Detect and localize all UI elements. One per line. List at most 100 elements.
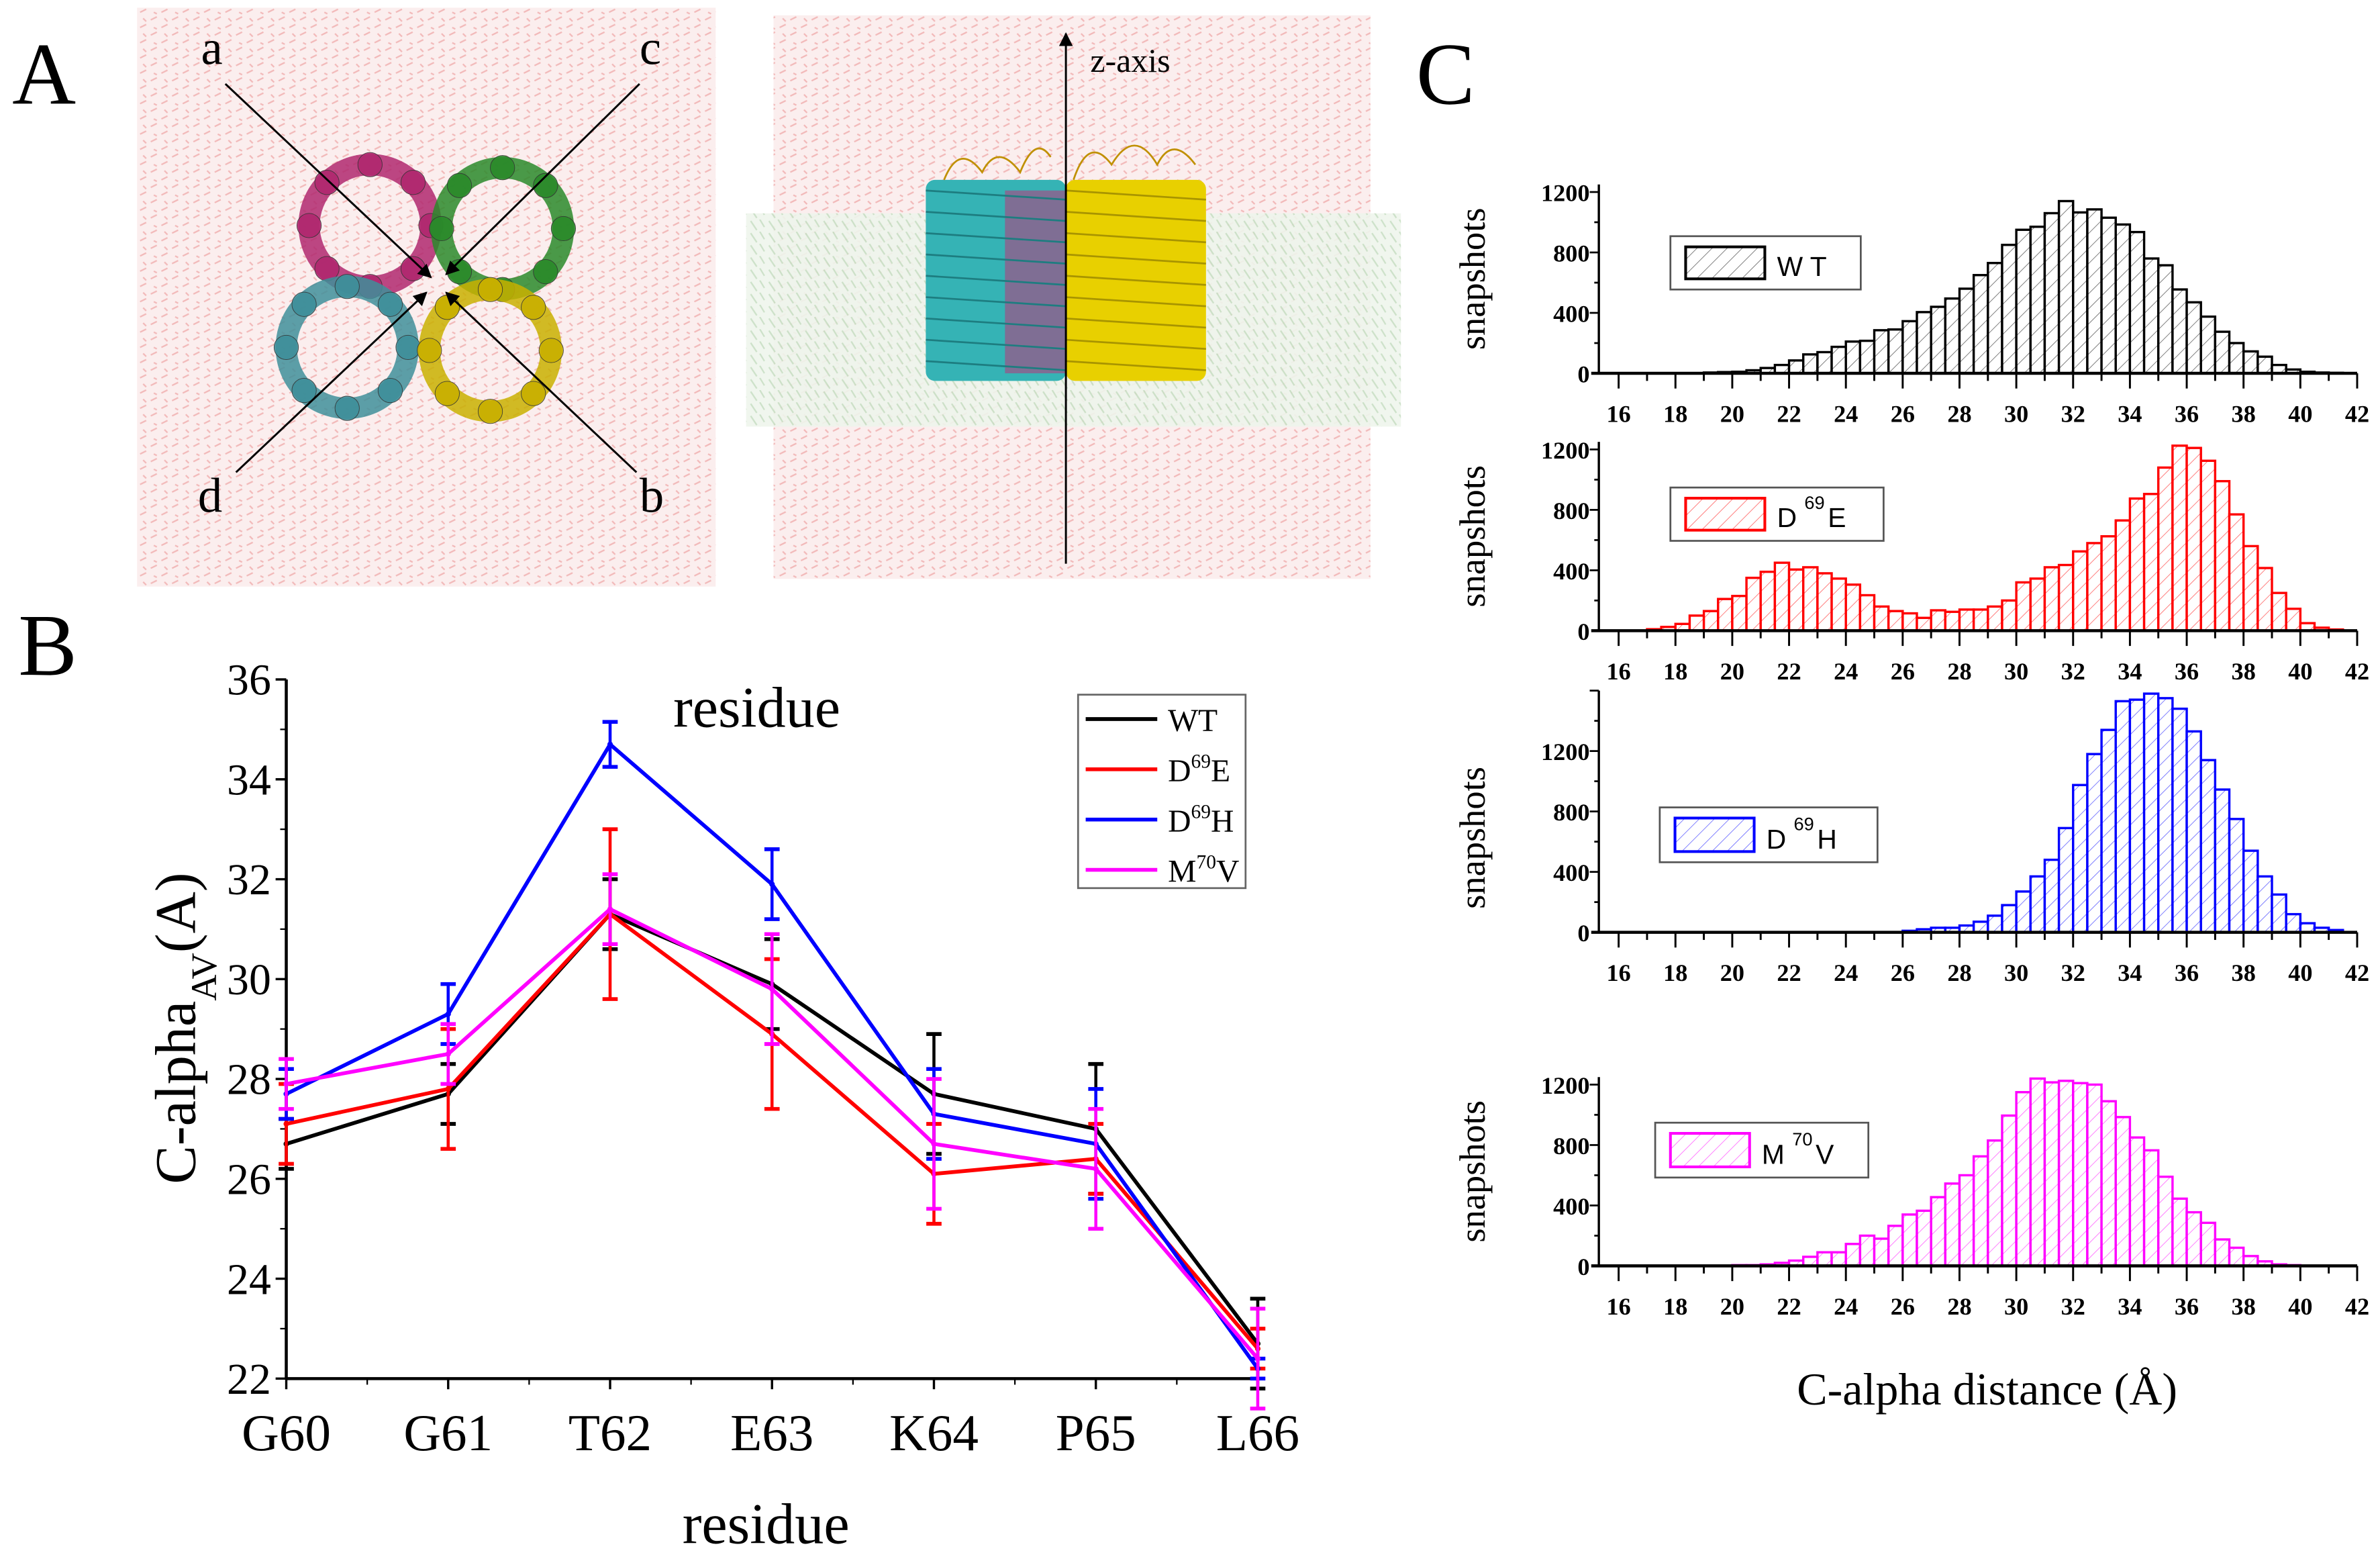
helix-stripe <box>926 232 1067 244</box>
histogram-bar <box>1787 568 1805 632</box>
histogram-bar <box>2015 228 2032 375</box>
histogram-bar <box>1916 311 1932 375</box>
histogram-bar <box>1901 612 1918 632</box>
legend-swatch <box>1684 496 1767 532</box>
x-tick-label: E63 <box>730 1404 813 1462</box>
histogram-bar <box>2015 890 2032 934</box>
y-tick-label: 32 <box>227 855 271 904</box>
x-tick-label: 26 <box>1891 959 1915 986</box>
histogram-bar <box>2128 230 2146 375</box>
histogram-bar <box>2142 1149 2160 1268</box>
x-tick-label: K64 <box>889 1404 979 1462</box>
legend-item-D69E: D69E <box>1085 751 1230 789</box>
legend-D69E: D 69 E <box>1669 486 1885 542</box>
histogram-bar <box>2029 577 2046 632</box>
chain-teal-subunit <box>273 274 421 421</box>
y-tick-label: 36 <box>227 656 271 705</box>
helix <box>395 334 421 361</box>
histogram-bar <box>2171 288 2188 375</box>
histogram-bar <box>2214 330 2231 375</box>
histogram-bar <box>1944 297 1961 375</box>
helix-stripe <box>926 317 1067 329</box>
x-tick-label: 30 <box>2004 401 2028 428</box>
helix-stripe <box>926 211 1067 222</box>
x-tick-label: 32 <box>2061 1293 2085 1320</box>
y-tick-label: 800 <box>1553 240 1589 267</box>
data-point <box>1093 1166 1099 1172</box>
histogram-bar <box>1844 583 1862 632</box>
helix <box>446 259 473 285</box>
helix-stripe <box>1066 253 1206 265</box>
histogram-bar <box>2199 759 2217 934</box>
chain-yellow-subunit <box>417 277 564 424</box>
x-tick-label: 16 <box>1607 658 1631 685</box>
x-tick-label: 42 <box>2345 1293 2369 1320</box>
helix-stripe <box>926 338 1067 350</box>
histogram-bar <box>2142 493 2160 632</box>
x-tick-label: G60 <box>242 1404 331 1462</box>
histogram-bar <box>2100 1100 2117 1268</box>
histogram-bar <box>1987 1139 2003 1268</box>
helix <box>446 173 473 198</box>
histogram-bar <box>2114 223 2132 375</box>
x-tick-label: 22 <box>1777 401 1801 428</box>
histogram-bar <box>1972 1155 1989 1268</box>
histogram-bar <box>1816 350 1833 375</box>
legend-label: M70V <box>1168 851 1239 889</box>
x-tick-label: 22 <box>1777 658 1801 685</box>
y-label-main: C-alpha <box>143 1001 207 1184</box>
y-axis-label: snapshots <box>1452 207 1493 350</box>
histogram-bar <box>2214 479 2231 632</box>
histogram-bar <box>1887 1225 1904 1268</box>
y-tick-label: 34 <box>227 755 271 804</box>
helix-stripe <box>926 189 1067 201</box>
x-tick-label: 40 <box>2288 401 2312 428</box>
histogram-bar <box>1830 577 1847 632</box>
histogram-D69H: 0 400 800 1200 16 18 20 22 24 26 28 30 32 34 36 38 40 42 s… <box>1452 690 2369 986</box>
histogram-bar <box>2157 466 2174 632</box>
histogram-bar <box>1802 353 1819 375</box>
x-tick-label: L66 <box>1216 1404 1299 1462</box>
histogram-bar <box>2057 1080 2075 1268</box>
helix-stripe <box>1066 275 1206 286</box>
data-point <box>283 1081 289 1087</box>
x-tick-label: 40 <box>2288 658 2312 685</box>
helix <box>477 277 503 302</box>
x-tick-label: 42 <box>2345 401 2369 428</box>
histogram-bar <box>2086 542 2103 632</box>
data-point <box>445 1011 451 1017</box>
y-axis-label: snapshots <box>1452 465 1493 608</box>
y-tick-label: 1200 <box>1541 1072 1590 1099</box>
y-axis-label: C-alphaAV(A) <box>143 872 224 1184</box>
helix-stripe <box>926 275 1067 286</box>
histogram-bar <box>2001 599 2018 632</box>
helix <box>429 216 454 242</box>
legend-item-M70V: M70V <box>1085 851 1239 890</box>
helix <box>533 173 558 198</box>
histogram-bar <box>2171 1197 2188 1268</box>
histogram-bar <box>1759 570 1777 632</box>
x-axis-label: C-alpha distance (Å) <box>1797 1364 2177 1415</box>
x-tick-label: 18 <box>1663 401 1687 428</box>
y-axis-label: snapshots <box>1452 767 1493 909</box>
x-tick-label: 18 <box>1663 1293 1687 1320</box>
panel-label-c: C <box>1416 26 1475 123</box>
histogram-bar <box>2029 875 2046 934</box>
helix-stripe <box>1066 338 1206 350</box>
y-tick-label: 800 <box>1553 799 1589 826</box>
histogram-bar <box>1717 598 1734 632</box>
histogram-bar <box>1844 340 1862 375</box>
x-tick-label: 38 <box>2232 959 2256 986</box>
histogram-bar <box>2171 444 2188 632</box>
histogram-bar <box>1858 594 1876 632</box>
y-tick-label: 0 <box>1577 920 1589 947</box>
x-tick-label: 20 <box>1720 401 1744 428</box>
histogram-bar <box>2057 199 2075 375</box>
helix <box>533 259 558 285</box>
legend-swatch <box>1684 245 1767 281</box>
x-tick-label: 28 <box>1947 959 1971 986</box>
histogram-bar <box>1930 305 1947 375</box>
histogram-bar <box>2029 1077 2046 1268</box>
x-tick-label: 36 <box>2175 1293 2199 1320</box>
histogram-bar <box>2257 355 2273 375</box>
